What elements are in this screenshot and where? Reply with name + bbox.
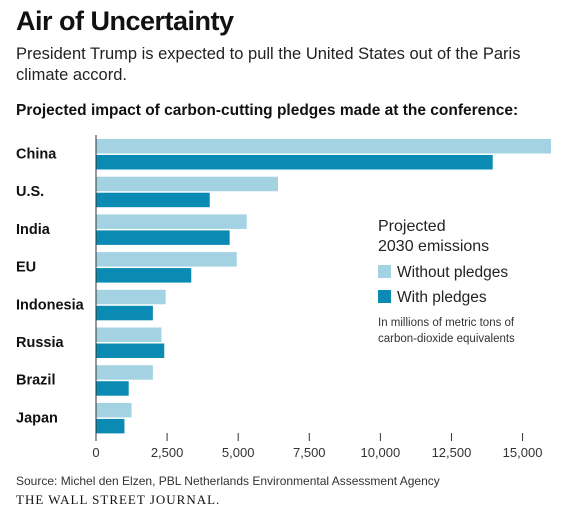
x-tick-label-1: 2,500 (151, 445, 184, 460)
bar-china-with-pledges (96, 155, 493, 170)
legend-title-line2: 2030 emissions (378, 238, 489, 255)
bar-indonesia-with-pledges (96, 305, 153, 321)
legend-note-line2: carbon-dioxide equivalents (378, 333, 515, 345)
category-label-brazil: Brazil (16, 373, 56, 389)
legend-label-with-pledges: With pledges (397, 289, 487, 306)
legend-swatch-without-pledges (378, 265, 391, 278)
legend: Projected 2030 emissions Without pledges… (378, 218, 515, 345)
bar-india-with-pledges (96, 230, 230, 245)
x-axis-ticks: 0 2,500 5,000 7,500 10,000 12,500 15,000 (92, 433, 542, 460)
category-label-eu: EU (16, 260, 36, 276)
bar-eu-with-pledges (96, 268, 192, 283)
bar-indonesia-without-pledges (96, 289, 166, 305)
bar-russia-without-pledges (96, 327, 162, 342)
category-labels: China U.S. India EU Indonesia Russia Brazil Jap… (16, 147, 85, 427)
category-label-china: China (16, 147, 57, 163)
legend-title-line1: Projected (378, 218, 446, 235)
source-note: Source: Michel den Elzen, PBL Netherland… (16, 474, 440, 488)
bar-china-without-pledges (96, 139, 551, 154)
chart-heading: Projected impact of carbon-cutting pledg… (16, 102, 519, 119)
x-tick-label-3: 7,500 (293, 445, 326, 460)
bar-u-s-with-pledges (96, 192, 210, 208)
legend-label-without-pledges: Without pledges (397, 264, 508, 281)
bar-brazil-without-pledges (96, 365, 153, 380)
x-tick-label-2: 5,000 (222, 445, 255, 460)
category-label-india: India (16, 222, 51, 238)
legend-swatch-with-pledges (378, 290, 391, 303)
bar-brazil-with-pledges (96, 381, 129, 396)
bar-eu-without-pledges (96, 252, 237, 267)
bar-japan-with-pledges (96, 418, 125, 434)
bar-japan-without-pledges (96, 402, 132, 418)
bar-chart: China U.S. India EU Indonesia Russia Brazil Jap… (16, 135, 551, 460)
x-tick-label-5: 12,500 (432, 445, 472, 460)
x-tick-label-0: 0 (92, 445, 99, 460)
category-label-russia: Russia (16, 335, 64, 351)
chart-subtitle: President Trump is expected to pull the … (16, 45, 521, 84)
legend-note-line1: In millions of metric tons of (378, 317, 515, 329)
bar-u-s-without-pledges (96, 176, 278, 192)
category-label-indonesia: Indonesia (16, 297, 85, 313)
category-label-japan: Japan (16, 410, 58, 426)
category-label-u-s: U.S. (16, 184, 44, 200)
bars-group (96, 139, 551, 434)
bar-india-without-pledges (96, 214, 247, 229)
chart-title: Air of Uncertainty (16, 6, 234, 36)
bar-russia-with-pledges (96, 343, 165, 358)
x-tick-label-4: 10,000 (360, 445, 400, 460)
x-tick-label-6: 15,000 (503, 445, 543, 460)
publisher-brand: THE WALL STREET JOURNAL. (16, 492, 221, 507)
